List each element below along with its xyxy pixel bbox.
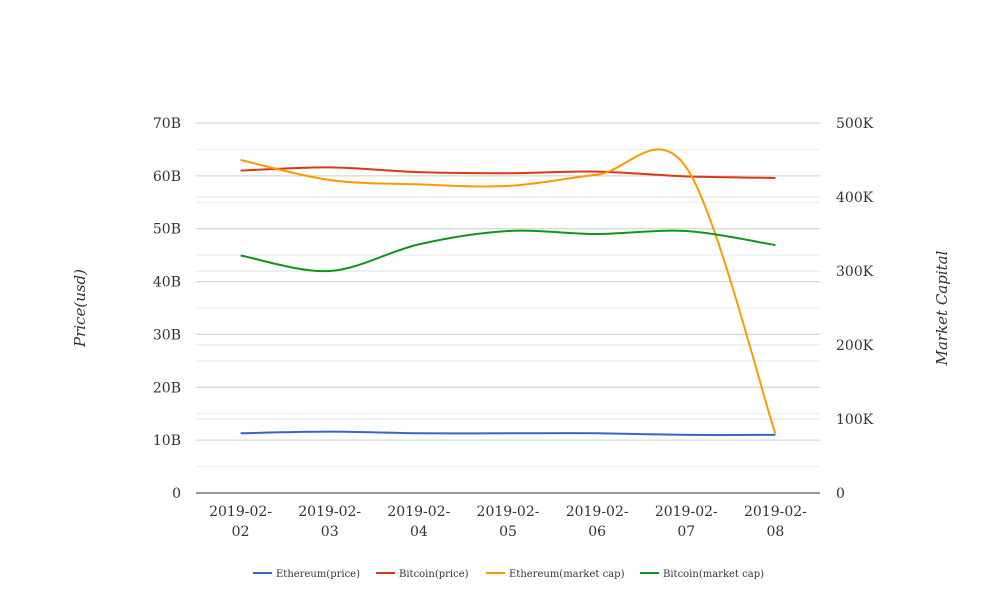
y-tick-label: 10B	[153, 433, 181, 449]
legend-item-bitcoin-price[interactable]: Bitcoin(price)	[376, 569, 469, 580]
y-tick-label: 70B	[153, 116, 181, 132]
y-tick-label: 0	[172, 486, 181, 502]
x-tick-label: 2019-02-07	[655, 504, 718, 540]
left-y-ticks: 0 10B 20B 30B 40B 50B 60B 70B	[153, 116, 181, 502]
right-y-axis-title: Market Capital	[933, 250, 951, 366]
legend-label: Bitcoin(market cap)	[663, 569, 764, 580]
y-tick-label: 30B	[153, 327, 181, 343]
legend-label: Bitcoin(price)	[399, 569, 469, 580]
series-lines	[240, 148, 777, 436]
left-y-axis-title: Price(usd)	[71, 269, 89, 348]
gridlines	[196, 122, 820, 468]
y2-tick-label: 100K	[836, 412, 874, 428]
y-tick-label: 40B	[153, 275, 181, 291]
y2-tick-label: 200K	[836, 338, 874, 354]
legend-item-bitcoin-market-cap[interactable]: Bitcoin(market cap)	[640, 569, 764, 580]
x-tick-label: 2019-02-03	[298, 504, 361, 540]
y2-tick-label: 300K	[836, 264, 874, 280]
legend-item-ethereum-price[interactable]: Ethereum(price)	[253, 569, 360, 580]
x-tick-label: 2019-02-04	[387, 504, 450, 540]
series-line-ethereum-market-cap	[240, 148, 777, 435]
x-tick-label: 2019-02-05	[477, 504, 540, 540]
y2-tick-label: 500K	[836, 116, 874, 132]
y-tick-label: 20B	[153, 380, 181, 396]
x-ticks: 2019-02-02 2019-02-03 2019-02-04 2019-02-05…	[209, 504, 807, 540]
legend[interactable]: Ethereum(price) Bitcoin(price) Ethereum(ma…	[253, 569, 764, 580]
legend-item-ethereum-market-cap[interactable]: Ethereum(market cap)	[486, 569, 625, 580]
y2-tick-label: 400K	[836, 190, 874, 206]
y-tick-label: 60B	[153, 169, 181, 185]
series-line-bitcoin-market-cap	[240, 229, 776, 273]
x-tick-label: 2019-02-08	[744, 504, 807, 540]
series-line-bitcoin-price	[240, 166, 776, 179]
y-tick-label: 50B	[153, 222, 181, 238]
x-tick-label: 2019-02-02	[209, 504, 272, 540]
right-y-ticks: 0 100K 200K 300K 400K 500K	[836, 116, 874, 502]
legend-label: Ethereum(market cap)	[509, 569, 625, 580]
y2-tick-label: 0	[836, 486, 845, 502]
legend-label: Ethereum(price)	[276, 569, 360, 580]
x-tick-label: 2019-02-06	[566, 504, 629, 540]
series-line-ethereum-price	[240, 430, 776, 436]
